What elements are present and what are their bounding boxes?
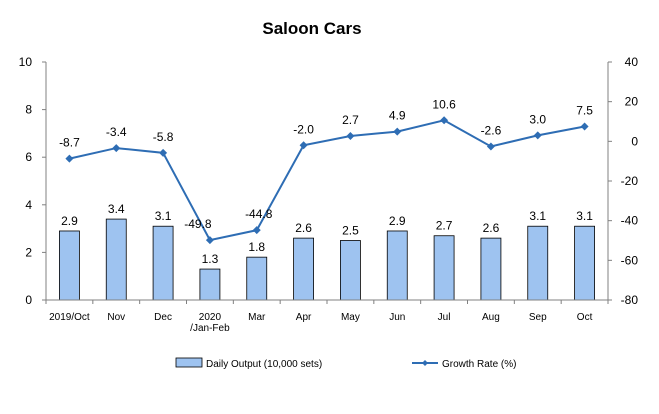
line-point	[486, 142, 495, 151]
bar-data-labels: 2.9 3.4 3.1 1.3 1.8 2.6 2.5 2.9 2.7 2.6 3.1 3.1	[61, 202, 593, 266]
bar	[480, 237, 502, 301]
bar-series	[59, 218, 595, 301]
growth-line	[69, 119, 585, 242]
bar-data-label: 2.9	[389, 214, 406, 228]
x-axis: 2019/Oct Nov Dec 2020/Jan-Feb Mar Apr May Jun Ju…	[45, 299, 609, 334]
bar-data-label: 2.7	[436, 219, 453, 233]
left-axis-tick-label: 8	[25, 103, 32, 117]
line-data-label: 7.5	[576, 103, 593, 117]
line-data-labels: -8.7 -3.4 -5.8 -49.8 -44.8 -2.0 2.7 4.9 10.6 -2.6…	[59, 97, 593, 231]
x-axis-tick-label: Jul	[438, 312, 451, 323]
line-point	[252, 226, 261, 235]
x-axis-tick-label: Oct	[577, 312, 593, 323]
x-axis-tick-label: May	[341, 312, 360, 323]
bar-data-label: 1.8	[248, 240, 265, 254]
line-point	[159, 148, 168, 157]
bar	[433, 235, 455, 301]
line-point	[299, 141, 308, 150]
x-axis-tick-label: Aug	[482, 312, 500, 323]
right-axis-tick-label: -80	[621, 293, 639, 307]
line-point	[346, 131, 355, 140]
bar-data-label: 3.4	[108, 202, 125, 216]
line-data-label: -8.7	[59, 136, 80, 150]
right-y-axis: -80 -60 -40 -20 0 20 40	[607, 55, 639, 307]
line-point	[65, 154, 74, 163]
bar-data-label: 3.1	[576, 209, 593, 223]
bar	[293, 237, 314, 301]
bar-data-label: 2.5	[342, 224, 359, 238]
line-data-label: -44.8	[245, 207, 273, 221]
bar-data-label: 2.6	[483, 221, 500, 235]
left-axis-tick-label: 10	[19, 55, 33, 69]
legend-line-label: Growth Rate (%)	[442, 359, 516, 370]
line-series	[65, 116, 589, 245]
bar	[59, 230, 80, 301]
bar-data-label: 3.1	[155, 209, 172, 223]
bar	[105, 218, 127, 301]
left-y-axis: 0 2 4 6 8 10	[19, 55, 47, 307]
left-axis-tick-label: 2	[25, 245, 32, 259]
x-axis-tick-label: /Jan-Feb	[190, 323, 230, 334]
line-data-label: 2.7	[342, 113, 359, 127]
line-point	[440, 116, 449, 125]
left-axis-tick-label: 4	[25, 198, 32, 212]
bar	[199, 268, 221, 301]
line-point	[533, 131, 542, 140]
bar	[152, 225, 174, 301]
line-data-label: -2.0	[293, 122, 314, 136]
x-axis-tick-label: 2020	[199, 312, 222, 323]
bar	[340, 240, 361, 301]
right-axis-tick-label: 20	[625, 95, 639, 109]
line-data-label: -49.8	[184, 217, 212, 231]
x-axis-tick-label: 2019/Oct	[49, 312, 90, 323]
bar-data-label: 2.6	[295, 221, 312, 235]
legend-line-marker	[422, 360, 428, 366]
left-axis-tick-label: 0	[25, 293, 32, 307]
line-data-label: -3.4	[106, 125, 127, 139]
left-axis-tick-label: 6	[25, 150, 32, 164]
line-point	[205, 236, 214, 245]
line-point	[580, 122, 589, 131]
bar-data-label: 3.1	[529, 209, 546, 223]
line-data-label: 4.9	[389, 109, 406, 123]
right-axis-tick-label: 0	[631, 134, 638, 148]
line-data-label: 3.0	[529, 112, 546, 126]
x-axis-tick-label: Dec	[154, 312, 172, 323]
x-axis-tick-label: Apr	[296, 312, 312, 323]
line-point	[112, 144, 121, 153]
bar	[386, 230, 408, 301]
bar-data-label: 2.9	[61, 214, 78, 228]
bar-data-label: 1.3	[202, 252, 219, 266]
right-axis-tick-label: -20	[621, 174, 639, 188]
line-point	[393, 127, 402, 136]
legend-bar-swatch	[175, 357, 203, 368]
line-data-label: -5.8	[153, 130, 174, 144]
legend: Daily Output (10,000 sets) Growth Rate (%…	[175, 357, 516, 370]
x-axis-tick-label: Jun	[389, 312, 405, 323]
chart-title: Saloon Cars	[262, 19, 361, 38]
legend-bar-label: Daily Output (10,000 sets)	[206, 359, 322, 370]
x-axis-tick-label: Sep	[529, 312, 547, 323]
x-axis-tick-label: Nov	[107, 312, 125, 323]
bar	[246, 256, 268, 301]
bar	[527, 225, 549, 301]
line-data-label: 10.6	[432, 97, 456, 111]
bar	[574, 225, 595, 301]
right-axis-tick-label: 40	[625, 55, 639, 69]
right-axis-tick-label: -40	[621, 214, 639, 228]
x-axis-tick-label: Mar	[248, 312, 266, 323]
line-data-label: -2.6	[481, 123, 502, 137]
right-axis-tick-label: -60	[621, 253, 639, 267]
